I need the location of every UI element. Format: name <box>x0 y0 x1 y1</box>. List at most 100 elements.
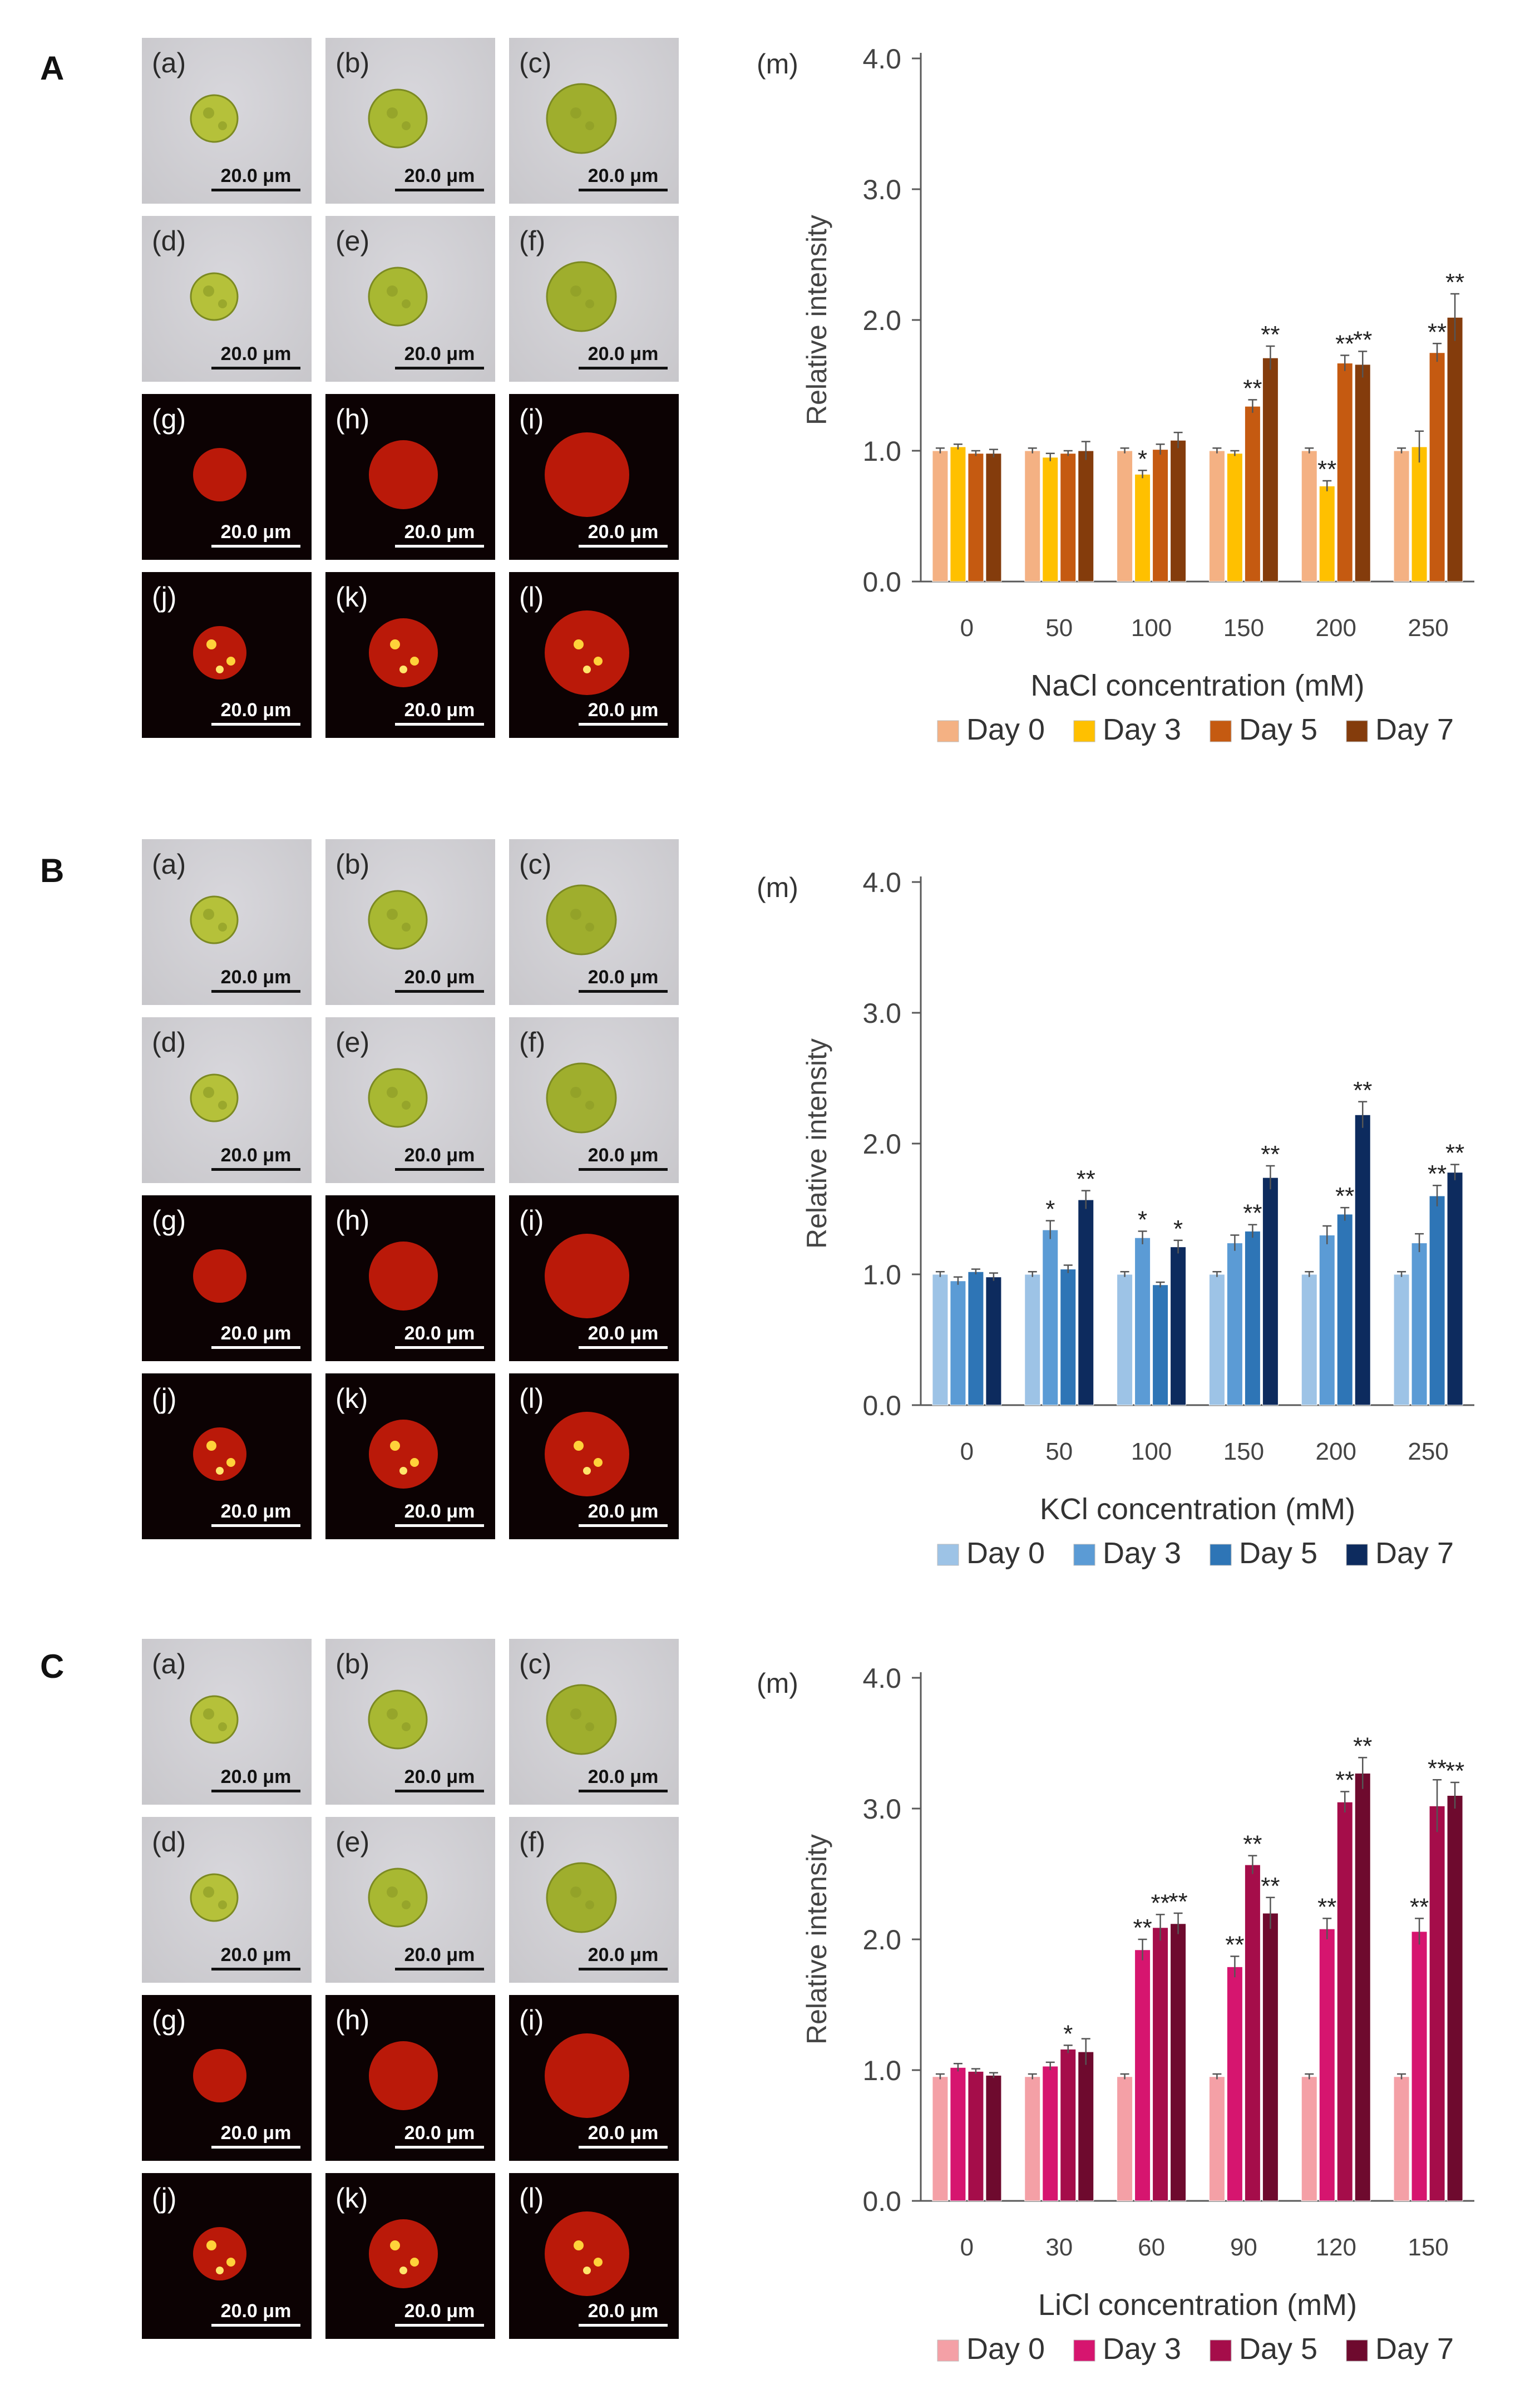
scale-bar: 20.0 μm <box>395 1501 484 1527</box>
scale-bar-line <box>211 1968 300 1971</box>
scale-bar-label: 20.0 μm <box>220 2122 292 2144</box>
bar <box>1262 1177 1279 1406</box>
scale-bar-line <box>395 2146 484 2149</box>
cell-image <box>193 2227 246 2280</box>
bar <box>1447 317 1463 582</box>
bar <box>1429 1195 1445 1406</box>
bar <box>1393 450 1410 582</box>
x-tick-label: 250 <box>1408 614 1448 642</box>
panel-letter-a: A <box>40 50 65 87</box>
bar <box>1060 453 1077 582</box>
scale-bar-label: 20.0 μm <box>404 699 475 721</box>
y-tick-label: 4.0 <box>862 867 901 898</box>
micrograph-a-h: (h) 20.0 μm <box>325 394 495 560</box>
bar <box>1354 364 1371 582</box>
bar <box>1411 1243 1428 1406</box>
bar <box>1226 453 1243 582</box>
bar <box>1134 1949 1151 2201</box>
micrograph-b-i: (i) 20.0 μm <box>509 1195 679 1361</box>
micrograph-label: (d) <box>152 1027 186 1058</box>
scale-bar-line <box>579 1524 668 1527</box>
scale-bar: 20.0 μm <box>211 2300 300 2327</box>
y-tick-label: 2.0 <box>862 1924 901 1955</box>
cell-image <box>190 895 239 944</box>
scale-bar: 20.0 μm <box>579 1145 668 1171</box>
micrograph-label: (i) <box>519 1205 544 1236</box>
micrograph-label: (j) <box>152 2183 177 2214</box>
y-tick-label: 3.0 <box>862 998 901 1029</box>
significance-marker: * <box>1063 2020 1073 2047</box>
bar <box>985 1277 1002 1406</box>
significance-marker: ** <box>1353 326 1372 353</box>
micrograph-label: (f) <box>519 1027 546 1058</box>
bar <box>985 2075 1002 2201</box>
scale-bar-label: 20.0 μm <box>404 1145 475 1166</box>
legend-swatch <box>1346 2339 1368 2362</box>
micrograph-c-l: (l) 20.0 μm <box>509 2173 679 2339</box>
scale-bar-line <box>579 545 668 548</box>
significance-marker: ** <box>1445 1757 1464 1785</box>
scale-bar-label: 20.0 μm <box>588 521 659 543</box>
scale-bar-label: 20.0 μm <box>220 343 292 364</box>
cell-image <box>546 1684 617 1755</box>
scale-bar-line <box>579 367 668 370</box>
y-tick-label: 0.0 <box>862 566 901 598</box>
scale-bar: 20.0 μm <box>211 699 300 726</box>
scale-bar-line <box>211 990 300 993</box>
scale-bar-label: 20.0 μm <box>220 1501 292 1522</box>
micrograph-label: (i) <box>519 403 544 435</box>
bar <box>1336 363 1353 582</box>
micrograph-a-k: (k) 20.0 μm <box>325 572 495 738</box>
bar <box>1208 1274 1225 1406</box>
micrograph-label: (d) <box>152 1826 186 1858</box>
bar <box>1411 1931 1428 2201</box>
cell-image <box>368 267 428 327</box>
scale-bar-label: 20.0 μm <box>404 343 475 364</box>
x-tick-label: 50 <box>1045 1438 1073 1465</box>
scale-bar-label: 20.0 μm <box>588 2122 659 2144</box>
cell-image <box>545 1412 629 1496</box>
micrograph-a-b: (b) 20.0 μm <box>325 38 495 204</box>
scale-bar: 20.0 μm <box>395 1323 484 1349</box>
bar <box>1354 1114 1371 1406</box>
scale-bar-label: 20.0 μm <box>588 967 659 988</box>
scale-bar-line <box>211 1790 300 1792</box>
scale-bar: 20.0 μm <box>395 165 484 191</box>
bar <box>1393 2076 1410 2201</box>
x-tick-label: 50 <box>1045 614 1073 642</box>
legend-swatch <box>1073 720 1095 742</box>
scale-bar-label: 20.0 μm <box>220 2300 292 2322</box>
bar <box>1244 1864 1261 2201</box>
scale-bar-line <box>211 189 300 191</box>
micrograph-label: (a) <box>152 849 186 880</box>
micrograph-label: (j) <box>152 1383 177 1414</box>
bar <box>932 2076 949 2201</box>
scale-bar-line <box>395 723 484 726</box>
scale-bar-label: 20.0 μm <box>220 1145 292 1166</box>
scale-bar-label: 20.0 μm <box>404 1501 475 1522</box>
cell-image <box>368 1868 428 1928</box>
significance-marker: ** <box>1428 1160 1447 1188</box>
scale-bar-line <box>395 1790 484 1792</box>
significance-marker: ** <box>1428 1755 1447 1782</box>
micrograph-label: (f) <box>519 1826 546 1858</box>
chart-svg: (m) 0.0 1.0 2.0 3.0 4.0 Relative intensity 0 * 30… <box>757 1663 1474 2366</box>
legend-swatch <box>937 2339 959 2362</box>
x-tick-label: 200 <box>1316 614 1356 642</box>
micrograph-b-k: (k) 20.0 μm <box>325 1373 495 1539</box>
cell-image <box>190 94 239 143</box>
cell-image <box>193 2049 246 2102</box>
cell-image <box>193 1427 246 1481</box>
chart-licl: (m) 0.0 1.0 2.0 3.0 4.0 Relative intensity 0 * 30… <box>740 1653 1519 2387</box>
chart-panel-label: (m) <box>757 1668 798 1699</box>
scale-bar: 20.0 μm <box>395 1944 484 1971</box>
micrograph-c-h: (h) 20.0 μm <box>325 1995 495 2161</box>
scale-bar: 20.0 μm <box>395 343 484 370</box>
legend-label: Day 0 <box>966 713 1045 746</box>
scale-bar-line <box>395 1968 484 1971</box>
micrograph-a-f: (f) 20.0 μm <box>509 216 679 382</box>
cell-image <box>545 1234 629 1318</box>
bar <box>1354 1773 1371 2201</box>
bar <box>1319 1928 1335 2201</box>
bar <box>1393 1274 1410 1406</box>
